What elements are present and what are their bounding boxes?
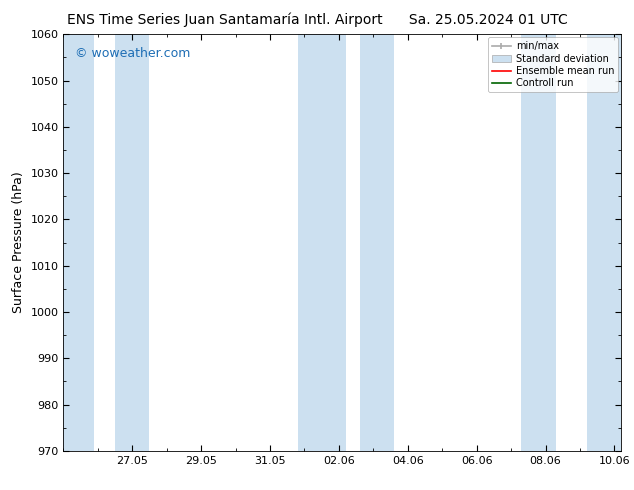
Text: © woweather.com: © woweather.com [75,47,190,60]
Bar [63,34,94,451]
Bar [115,34,150,451]
Text: ENS Time Series Juan Santamaría Intl. Airport      Sa. 25.05.2024 01 UTC: ENS Time Series Juan Santamaría Intl. Ai… [67,12,567,27]
Bar [521,34,556,451]
Y-axis label: Surface Pressure (hPa): Surface Pressure (hPa) [12,172,25,314]
Bar [359,34,394,451]
Legend: min/max, Standard deviation, Ensemble mean run, Controll run: min/max, Standard deviation, Ensemble me… [488,37,618,92]
Bar [297,34,346,451]
Bar [587,34,621,451]
